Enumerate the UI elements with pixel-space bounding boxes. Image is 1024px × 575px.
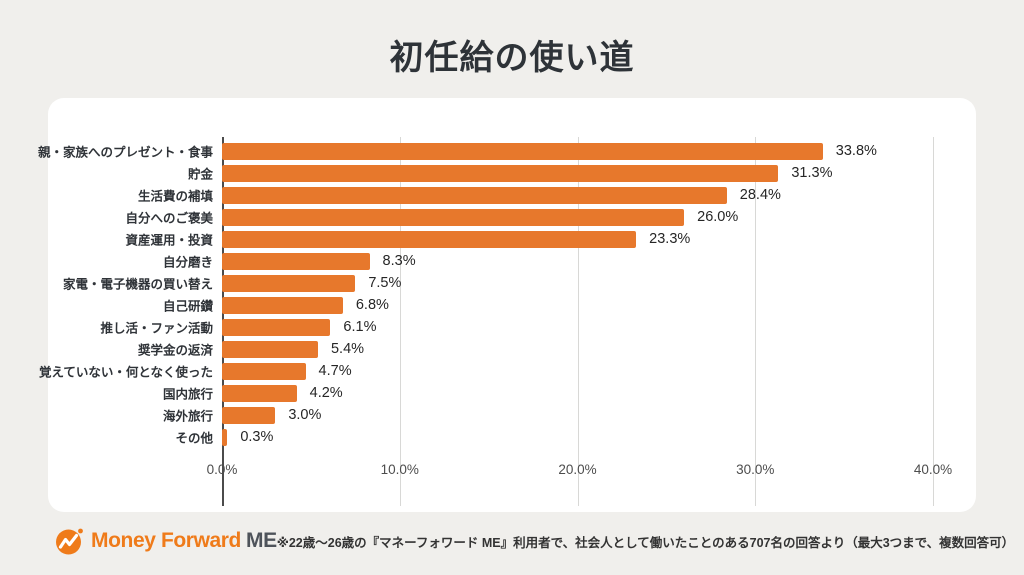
logo-brand-text: Money Forward [91, 529, 241, 552]
logo-suffix-text: ME [245, 529, 277, 552]
bar [222, 230, 637, 248]
bar [222, 296, 343, 314]
gridline-40 [933, 137, 934, 506]
category-label: 資産運用・投資 [125, 233, 213, 248]
chart-row: 生活費の補填 28.4% [66, 184, 933, 206]
bar-area: 31.3% [222, 162, 933, 184]
bar-area: 0.3% [222, 426, 933, 448]
bar-area: 23.3% [222, 228, 933, 250]
bar-area: 6.8% [222, 294, 933, 316]
chart-row: 自分磨き 8.3% [66, 250, 933, 272]
bar-area: 5.4% [222, 338, 933, 360]
chart-row: その他 0.3% [66, 426, 933, 448]
chart-row: 国内旅行 4.2% [66, 382, 933, 404]
category-label: 奨学金の返済 [137, 343, 213, 358]
category-label: 生活費の補填 [137, 189, 213, 204]
category-label: 推し活・ファン活動 [100, 321, 213, 336]
bar-chart: 親・家族へのプレゼント・食事 33.8% 貯金 31.3% 生活費の補填 28.4% 自分へ… [37, 137, 953, 506]
value-label: 5.4% [330, 341, 365, 357]
value-label: 26.0% [697, 209, 739, 225]
footer: Money Forward ME ※22歳〜26歳の『マネーフォワード ME』利用… [55, 521, 1014, 561]
chart-row: 貯金 31.3% [66, 162, 933, 184]
bar [222, 164, 779, 182]
bar [222, 340, 318, 358]
x-tick-label: 30.0% [736, 462, 775, 477]
category-label: 海外旅行 [162, 409, 213, 424]
value-label: 0.3% [240, 429, 274, 445]
value-label: 28.4% [739, 187, 781, 203]
bar-area: 3.0% [222, 404, 933, 426]
value-label: 33.8% [835, 143, 877, 159]
category-label: 自分へのご褒美 [125, 211, 213, 226]
logo-text: Money Forward ME [91, 529, 277, 553]
value-label: 4.2% [309, 385, 343, 401]
category-label: 家電・電子機器の買い替え [62, 277, 213, 292]
bar-area: 33.8% [222, 140, 933, 162]
bar [222, 274, 356, 292]
value-label: 3.0% [288, 407, 322, 423]
bar [222, 362, 306, 380]
bar [222, 428, 228, 446]
chart-card: 親・家族へのプレゼント・食事 33.8% 貯金 31.3% 生活費の補填 28.4% 自分へ… [37, 98, 976, 512]
chart-row: 家電・電子機器の買い替え 7.5% [62, 272, 933, 294]
bar [222, 186, 727, 204]
x-tick-label: 0.0% [206, 462, 238, 477]
bar [222, 406, 276, 424]
bar [222, 208, 685, 226]
x-tick-label: 20.0% [558, 462, 597, 477]
x-tick-label: 40.0% [913, 462, 953, 477]
bar-area: 7.5% [222, 272, 933, 294]
chart-row: 自己研鑽 6.8% [66, 294, 933, 316]
category-label: 覚えていない・何となく使った [38, 365, 213, 380]
category-label: その他 [175, 431, 213, 446]
bar-area: 28.4% [222, 184, 933, 206]
chart-row: 資産運用・投資 23.3% [66, 228, 933, 250]
chart-rows: 親・家族へのプレゼント・食事 33.8% 貯金 31.3% 生活費の補填 28.4% 自分へ… [37, 140, 933, 448]
money-forward-logo-icon [56, 528, 83, 554]
x-tick-label: 10.0% [380, 462, 419, 477]
bar [222, 384, 297, 402]
value-label: 8.3% [382, 253, 416, 269]
category-label: 国内旅行 [162, 387, 213, 402]
category-label: 貯金 [187, 167, 213, 182]
value-label: 6.8% [355, 297, 389, 313]
chart-row: 覚えていない・何となく使った 4.7% [38, 360, 933, 382]
bar [222, 318, 331, 336]
bar-area: 8.3% [222, 250, 933, 272]
chart-row: 自分へのご褒美 26.0% [66, 206, 933, 228]
value-label: 4.7% [318, 363, 352, 379]
value-label: 31.3% [791, 165, 833, 181]
x-axis: 0.0% 10.0% 20.0% 30.0% 40.0% [207, 462, 953, 480]
chart-row: 推し活・ファン活動 6.1% [66, 316, 933, 338]
chart-row: 親・家族へのプレゼント・食事 33.8% [37, 140, 933, 162]
category-label: 親・家族へのプレゼント・食事 [37, 145, 213, 160]
bar-area: 4.7% [222, 360, 933, 382]
bar-area: 26.0% [222, 206, 933, 228]
footnote: ※22歳〜26歳の『マネーフォワード ME』利用者で、社会人として働いたことのあ… [276, 535, 1015, 550]
value-label: 6.1% [343, 319, 377, 335]
money-forward-logo: Money Forward ME [55, 527, 277, 556]
bar-area: 6.1% [222, 316, 933, 338]
bar [222, 142, 823, 160]
category-label: 自己研鑽 [162, 299, 213, 314]
value-label: 7.5% [368, 275, 402, 291]
category-label: 自分磨き [162, 255, 213, 270]
chart-row: 奨学金の返済 5.4% [66, 338, 933, 360]
chart-row: 海外旅行 3.0% [66, 404, 933, 426]
page-title: 初任給の使い道 [389, 39, 635, 77]
bar [222, 252, 370, 270]
value-label: 23.3% [649, 231, 691, 247]
bar-area: 4.2% [222, 382, 933, 404]
